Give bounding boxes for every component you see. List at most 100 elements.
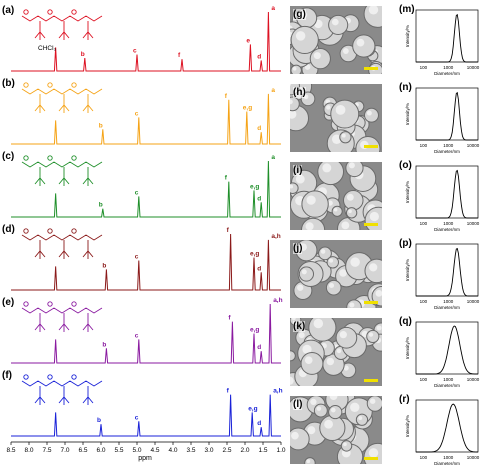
chemical-structure bbox=[21, 374, 103, 405]
tick-label: 4.0 bbox=[168, 447, 177, 454]
axis-label: ppm bbox=[138, 455, 152, 462]
tick-label: 5.5 bbox=[114, 447, 123, 454]
panel-label: (a) bbox=[2, 5, 14, 16]
x-axis-label: Diameter/nm bbox=[434, 383, 460, 388]
nmr-row: (b) a b c d e,g f bbox=[2, 78, 281, 145]
tick-label: 10000 bbox=[467, 143, 480, 148]
dls-plot: 100 1000 10000 Diameter/nm Intensity/% (n) bbox=[399, 82, 480, 154]
panel-label: (d) bbox=[2, 224, 15, 235]
peak-label: e,g bbox=[248, 405, 257, 412]
peak-label: b bbox=[99, 122, 103, 129]
peak-label: e,g bbox=[243, 105, 252, 112]
panel-label: (h) bbox=[293, 87, 306, 98]
nmr-spectrum bbox=[11, 160, 281, 218]
nmr-row: (a) a b c d e f CHCl₃ bbox=[2, 5, 281, 72]
y-axis-label: Intensity/% bbox=[405, 103, 410, 125]
tick-label: 1.5 bbox=[258, 447, 267, 454]
solvent-label: CHCl₃ bbox=[38, 45, 57, 52]
size-distribution bbox=[416, 169, 478, 219]
x-axis-label: Diameter/nm bbox=[434, 71, 460, 76]
nmr-row: (c) a b c d e,g f bbox=[2, 151, 281, 218]
tick-label: 4.5 bbox=[150, 447, 159, 454]
chemical-structure bbox=[21, 228, 103, 259]
panel-label: (q) bbox=[399, 316, 412, 327]
peak-label: e,g bbox=[250, 327, 259, 334]
plot-frame bbox=[415, 165, 479, 219]
peak-label: e,g bbox=[250, 251, 259, 258]
peak-label: c bbox=[135, 414, 139, 421]
scale-bar bbox=[364, 379, 378, 382]
tick-label: 2.5 bbox=[222, 447, 231, 454]
plot-frame bbox=[415, 399, 479, 453]
peak-label: f bbox=[228, 315, 231, 322]
peak-label: d bbox=[257, 125, 261, 132]
chemical-structure bbox=[21, 9, 103, 40]
y-axis-label: Intensity/% bbox=[405, 25, 410, 47]
peak-label: a,h bbox=[273, 388, 282, 395]
size-distribution bbox=[416, 247, 478, 297]
plot-frame bbox=[415, 321, 479, 375]
nmr-spectra-panel: (a) a b c d e f CHCl₃ (b) a b c d e,g f (c) a b c d e,g f (d) a… bbox=[2, 5, 286, 462]
panel-label: (f) bbox=[2, 370, 12, 381]
chemical-structure bbox=[21, 301, 103, 332]
tick-label: 100 bbox=[420, 143, 428, 148]
tick-label: 1000 bbox=[443, 221, 454, 226]
tick-label: 3.5 bbox=[186, 447, 195, 454]
sem-image: (h) bbox=[290, 84, 382, 152]
tick-label: 10000 bbox=[467, 377, 480, 382]
peak-label: c bbox=[135, 254, 139, 261]
peak-label: b bbox=[97, 417, 101, 424]
tick-label: 1000 bbox=[443, 377, 454, 382]
peak-label: b bbox=[102, 262, 106, 269]
tick-label: 10000 bbox=[467, 299, 480, 304]
x-axis-label: Diameter/nm bbox=[434, 461, 460, 466]
y-axis-label: Intensity/% bbox=[405, 181, 410, 203]
dls-plot: 100 1000 10000 Diameter/nm Intensity/% (r) bbox=[399, 394, 480, 466]
nmr-spectrum bbox=[11, 11, 281, 72]
tick-label: 8.5 bbox=[6, 447, 15, 454]
tick-label: 10000 bbox=[467, 455, 480, 460]
peak-label: f bbox=[178, 52, 181, 59]
scale-bar bbox=[364, 67, 378, 70]
tick-label: 100 bbox=[420, 377, 428, 382]
peak-label: f bbox=[227, 388, 230, 395]
tick-label: 1000 bbox=[443, 455, 454, 460]
scale-bar bbox=[364, 145, 378, 148]
panel-label: (r) bbox=[399, 394, 410, 405]
nmr-spectrum bbox=[11, 233, 281, 291]
peak-label: d bbox=[257, 195, 261, 202]
size-distribution bbox=[416, 403, 478, 453]
x-axis-label: Diameter/nm bbox=[434, 305, 460, 310]
panel-label: (m) bbox=[399, 4, 415, 15]
peak-label: e bbox=[246, 37, 250, 44]
nmr-spectrum bbox=[11, 303, 281, 364]
panel-label: (g) bbox=[293, 9, 306, 20]
panel-label: (l) bbox=[293, 399, 303, 410]
tick-label: 6.5 bbox=[78, 447, 87, 454]
peak-label: c bbox=[135, 189, 139, 196]
dls-plot: 100 1000 10000 Diameter/nm Intensity/% (q) bbox=[399, 316, 480, 388]
tick-label: 10000 bbox=[467, 65, 480, 70]
size-distribution bbox=[416, 13, 478, 63]
tick-label: 1.0 bbox=[276, 447, 285, 454]
tick-label: 100 bbox=[420, 299, 428, 304]
sem-image: (j) bbox=[290, 240, 382, 308]
peak-label: f bbox=[225, 175, 228, 182]
y-axis-label: Intensity/% bbox=[405, 259, 410, 281]
tick-label: 10000 bbox=[467, 221, 480, 226]
peak-label: c bbox=[135, 110, 139, 117]
scale-bar bbox=[364, 457, 378, 460]
peak-label: f bbox=[225, 93, 228, 100]
tick-label: 8.0 bbox=[24, 447, 33, 454]
dls-plot: 100 1000 10000 Diameter/nm Intensity/% (m) bbox=[399, 4, 480, 76]
scale-bar bbox=[364, 223, 378, 226]
peak-label: c bbox=[135, 332, 139, 339]
plot-frame bbox=[415, 9, 479, 63]
panel-label: (b) bbox=[2, 78, 15, 89]
x-axis-label: Diameter/nm bbox=[434, 227, 460, 232]
peak-label: a,h bbox=[271, 233, 280, 240]
panel-label: (k) bbox=[293, 321, 306, 332]
tick-label: 1000 bbox=[443, 143, 454, 148]
tick-label: 100 bbox=[420, 455, 428, 460]
sem-image: (l) bbox=[290, 396, 382, 464]
